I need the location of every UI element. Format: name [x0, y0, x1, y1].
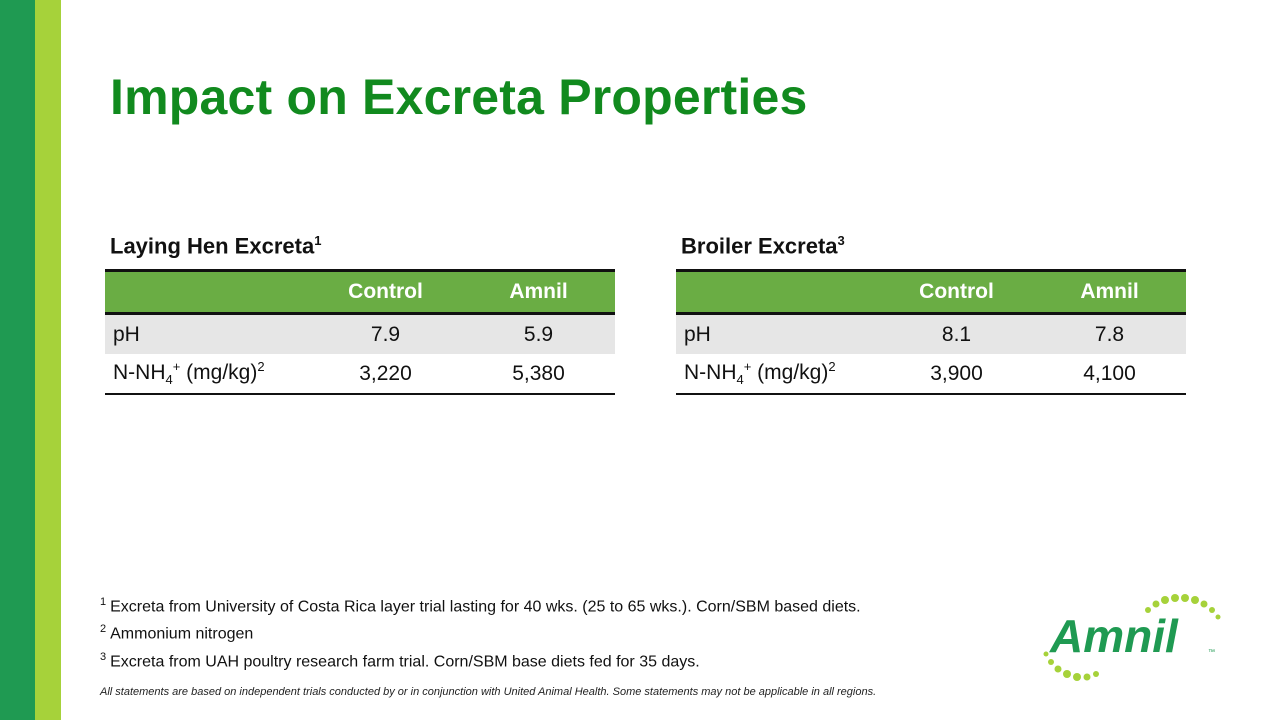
left-accent-bar-light — [35, 0, 61, 720]
logo-tm: ™ — [1208, 649, 1215, 656]
row-label: pH — [684, 322, 711, 346]
broiler-section: Broiler Excreta3 Control Amnil pH 8.1 7.… — [676, 233, 1186, 395]
amnil-logo: Amnil ™ — [1043, 594, 1221, 681]
footnotes: 1 Excreta from University of Costa Rica l… — [100, 591, 861, 673]
disclaimer: All statements are based on independent … — [100, 686, 877, 698]
row-label: N-NH4+ (mg/kg)2 — [676, 354, 880, 395]
table-row: pH 8.1 7.8 — [676, 313, 1186, 354]
laying-hen-table: Control Amnil pH 7.9 5.9 N-NH4+ (mg/kg)2… — [105, 269, 615, 395]
control-value: 3,900 — [880, 354, 1033, 395]
header-amnil: Amnil — [462, 269, 615, 315]
table-row: pH 7.9 5.9 — [105, 313, 615, 354]
table-row: N-NH4+ (mg/kg)2 3,900 4,100 — [676, 354, 1186, 395]
footnote: 1 Excreta from University of Costa Rica l… — [100, 596, 861, 616]
header-amnil: Amnil — [1033, 269, 1186, 315]
laying-hen-section: Laying Hen Excreta1 Control Amnil pH 7.9… — [105, 233, 615, 395]
broiler-table: Control Amnil pH 8.1 7.8 N-NH4+ (mg/kg)2… — [676, 269, 1186, 395]
logo-text: Amnil — [1049, 610, 1179, 662]
control-value: 8.1 — [941, 322, 972, 346]
row-label: pH — [113, 322, 140, 346]
footnote: 2 Ammonium nitrogen — [100, 623, 254, 643]
amnil-value: 5.9 — [523, 322, 554, 346]
header-control: Control — [309, 269, 462, 315]
amnil-value: 7.8 — [1094, 322, 1125, 346]
table-header-row: Control Amnil — [676, 269, 1186, 315]
control-value: 7.9 — [370, 322, 401, 346]
header-control: Control — [880, 269, 1033, 315]
left-accent-bar-dark — [0, 0, 35, 720]
header-empty — [676, 269, 880, 315]
page-title: Impact on Excreta Properties — [110, 69, 808, 125]
table-header-row: Control Amnil — [105, 269, 615, 315]
amnil-value: 5,380 — [462, 354, 615, 395]
control-value: 3,220 — [309, 354, 462, 395]
logo-dots-bottom — [1043, 651, 1099, 681]
amnil-value: 4,100 — [1033, 354, 1186, 395]
footnote: 3 Excreta from UAH poultry research farm … — [100, 650, 700, 670]
header-empty — [105, 269, 309, 315]
logo-dots-top — [1145, 594, 1221, 620]
row-label: N-NH4+ (mg/kg)2 — [105, 354, 309, 395]
table-row: N-NH4+ (mg/kg)2 3,220 5,380 — [105, 354, 615, 395]
laying-hen-title: Laying Hen Excreta1 — [110, 233, 322, 259]
broiler-title: Broiler Excreta3 — [681, 233, 845, 259]
